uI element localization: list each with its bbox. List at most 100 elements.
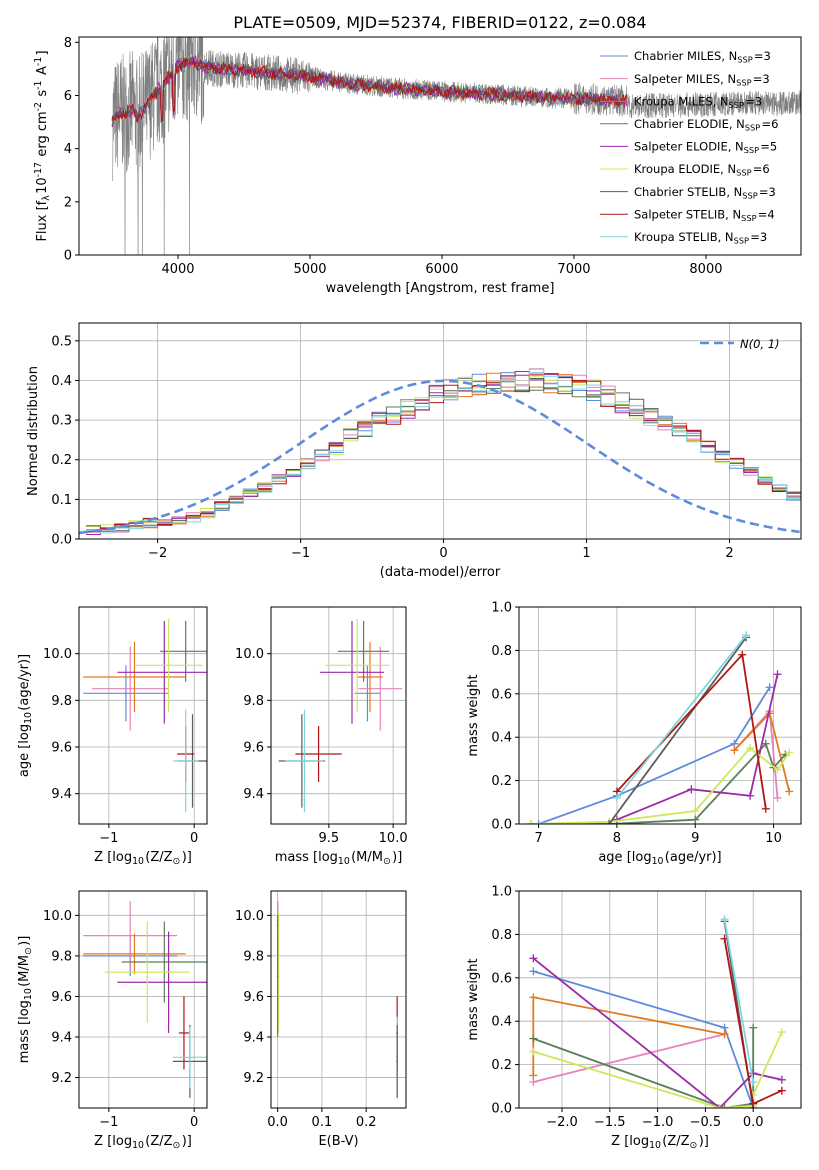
chart-mass-age: 9.5 10.0 9.4 9.6 9.8 10.0 mass [log10 (M/M⊙ )]: [235, 606, 408, 867]
chart-age-weight: 7 8 9 10 0.0 0.2 0.4 0.6 0.8 1.0 age [log10 (age/y…: [466, 601, 802, 867]
weight-line: [530, 746, 791, 824]
x-tick-label: 7: [534, 831, 542, 846]
y-tick-label: 9.6: [243, 990, 264, 1005]
plot-area: [529, 915, 786, 1108]
y-tick-label: 0.2: [491, 1058, 512, 1073]
residual-histogram: [86, 377, 801, 531]
weight-line: [530, 741, 786, 824]
weight-line: [538, 686, 771, 824]
data-point: [358, 646, 403, 731]
y-tick-label: 9.4: [51, 1031, 72, 1046]
y-tick-label: 9.4: [51, 787, 72, 802]
y-tick-label: 0.3: [51, 414, 72, 429]
x-tick-label: −1: [291, 546, 310, 561]
x-tick-label: −1: [99, 1115, 118, 1130]
y-tick-label: 0.0: [51, 533, 72, 548]
axes-frame: [78, 606, 208, 825]
y-tick-label: 0.0: [491, 818, 512, 833]
weight-line: [533, 1033, 725, 1083]
y-tick-label: 10.0: [43, 909, 72, 924]
model-spectrum-salpeter-elodie: [111, 54, 628, 128]
chart-Z-age: −1 0 9.4 9.6 9.8 10.0 Z [log10 (Z/Z⊙ )] age [lo…: [17, 606, 208, 867]
data-point: [337, 621, 390, 682]
x-axis-label: wavelength [Angstrom, rest frame]: [326, 281, 555, 296]
y-tick-label: 0.0: [491, 1102, 512, 1117]
data-point: [178, 996, 190, 1070]
weight-series: [526, 739, 790, 824]
x-tick-label: 6000: [425, 262, 458, 277]
y-tick-label: 9.2: [51, 1071, 72, 1086]
chart-Z-mass: −1 0 9.2 9.4 9.6 9.8 10.0 Z [log10 (Z/Z⊙ )] mass…: [17, 890, 208, 1151]
model-spectrum-salpeter-stelib: [111, 57, 628, 124]
x-tick-label: 9.5: [319, 831, 340, 846]
weight-series: [720, 915, 758, 1086]
plot-area: [278, 618, 403, 813]
y-tick-label: 0.6: [491, 971, 512, 986]
data-point: [83, 933, 186, 975]
x-tick-label: −0.5: [690, 1115, 722, 1130]
x-axis-label: Z [log10 (Z/Z⊙ )]: [611, 1134, 709, 1151]
chart-Z-weight: −2.0 −1.5 −1.0 −0.5 0.0 0.0 0.2 0.4 0.6 0.8 1.0 Z […: [466, 885, 802, 1151]
weight-series: [720, 934, 786, 1108]
y-tick-label: 0.2: [491, 774, 512, 789]
y-tick-label: 9.6: [243, 741, 264, 756]
plot-area: [111, 37, 801, 255]
legend-label: Salpeter STELIB, NSSP =4: [634, 207, 775, 223]
legend-label: Chabrier ELODIE, NSSP =6: [634, 117, 778, 133]
x-tick-label: 10: [765, 831, 782, 846]
weight-line: [723, 919, 755, 1083]
y-axis-label: Normed distribution: [26, 366, 41, 496]
y-tick-label: 9.8: [243, 949, 264, 964]
x-tick-label: −1.0: [642, 1115, 674, 1130]
y-tick-label: 9.4: [243, 787, 264, 802]
weight-line: [616, 674, 779, 821]
y-tick-label: 10.0: [235, 909, 264, 924]
y-tick-label: 9.6: [51, 741, 72, 756]
data-point: [276, 915, 279, 1038]
y-tick-label: 10.0: [235, 647, 264, 662]
data-point: [83, 901, 178, 971]
y-tick-label: 0.5: [51, 334, 72, 349]
plot-area: [79, 368, 801, 535]
axes-frame: [78, 36, 802, 256]
chart-residuals: −2 −1 0 1 2 0.0 0.1 0.2 0.3 0.4 0.5 (data-model)/er…: [26, 322, 802, 580]
residual-histogram: [86, 373, 801, 535]
y-tick-label: 0.8: [491, 928, 512, 943]
data-point: [91, 646, 169, 731]
x-tick-label: 4000: [161, 262, 194, 277]
y-tick-label: 1.0: [491, 601, 512, 616]
data-point: [134, 618, 203, 712]
axes-frame: [270, 606, 407, 825]
weight-series: [529, 993, 729, 1080]
axes-frame: [518, 890, 802, 1109]
weight-series: [529, 1030, 729, 1086]
weight-series: [605, 633, 751, 824]
axes-frame: [78, 322, 802, 540]
data-point: [117, 621, 207, 724]
y-tick-label: 9.8: [51, 694, 72, 709]
y-tick-label: 0.2: [51, 453, 72, 468]
weight-series: [529, 967, 758, 1108]
data-point: [357, 642, 383, 712]
x-axis-label: age [log10 (age/yr)]: [598, 850, 721, 867]
x-axis-label: mass [log10 (M/M⊙ )]: [275, 850, 403, 867]
legend-label: Salpeter MILES, NSSP =3: [634, 72, 770, 88]
y-tick-label: 0.1: [51, 493, 72, 508]
chart-ebv-mass: 0.0 0.1 0.2 9.2 9.4 9.6 9.8 10.0 E(B-V): [235, 890, 407, 1149]
y-tick-label: 0.6: [491, 687, 512, 702]
x-tick-label: 0.0: [267, 1115, 288, 1130]
legend-label: Chabrier STELIB, NSSP =3: [634, 185, 776, 201]
weight-line: [616, 634, 747, 799]
x-tick-label: 0: [190, 831, 198, 846]
x-tick-label: −1.5: [594, 1115, 626, 1130]
legend-label: Kroupa MILES, NSSP =3: [634, 94, 762, 110]
x-tick-label: −2.0: [546, 1115, 578, 1130]
x-axis-label: (data-model)/error: [380, 565, 501, 580]
legend-label-normal: N(0, 1): [740, 337, 780, 351]
data-point: [325, 618, 390, 712]
legend-label: Salpeter ELODIE, NSSP =5: [634, 140, 777, 156]
y-tick-label: 6: [64, 89, 72, 104]
data-point: [172, 1026, 207, 1088]
x-tick-label: 0.0: [743, 1115, 764, 1130]
